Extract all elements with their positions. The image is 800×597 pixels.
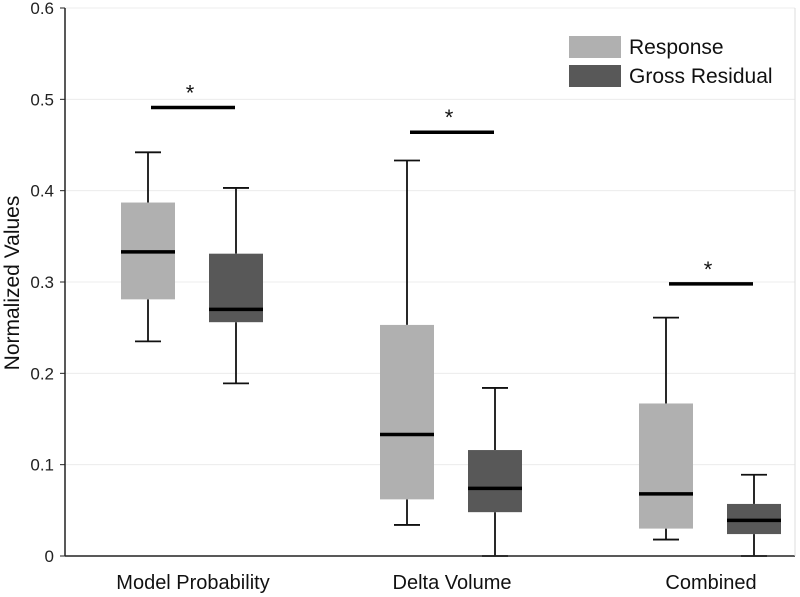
legend-swatch: [569, 65, 621, 87]
y-tick-label: 0.2: [30, 364, 54, 383]
box-response: [121, 151, 175, 343]
iqr-box: [468, 450, 522, 513]
box-gross-residual: [468, 387, 522, 557]
iqr-box: [639, 403, 693, 529]
y-axis-title: Normalized Values: [1, 196, 24, 371]
box-series: [121, 151, 781, 557]
box-gross-residual: [209, 187, 263, 385]
y-tick-label: 0.1: [30, 456, 54, 475]
y-tick-label: 0.4: [30, 182, 54, 201]
y-tick-label: 0: [45, 547, 54, 566]
legend-label: Gross Residual: [629, 65, 773, 88]
significance-star: *: [186, 81, 195, 106]
significance-markers: * * *: [151, 81, 753, 286]
x-category-label: Combined: [665, 572, 756, 594]
iqr-box: [209, 253, 263, 323]
x-category-label: Model Probability: [116, 572, 269, 594]
legend-label: Response: [629, 36, 724, 59]
x-category-labels: Model Probability Delta Volume Combined: [116, 572, 756, 594]
iqr-box: [380, 324, 434, 500]
box-gross-residual: [727, 473, 781, 557]
legend-swatch: [569, 36, 621, 58]
y-tick-label: 0.5: [30, 90, 54, 109]
y-tick-labels: 0 0.1 0.2 0.3 0.4 0.5 0.6: [30, 0, 65, 566]
significance-star: *: [704, 257, 713, 282]
x-category-label: Delta Volume: [393, 572, 512, 594]
box-response: [639, 316, 693, 541]
y-tick-label: 0.3: [30, 273, 54, 292]
box-response: [380, 159, 434, 526]
significance-star: *: [445, 105, 454, 130]
legend: Response Gross Residual: [569, 36, 773, 88]
y-tick-label: 0.6: [30, 0, 54, 18]
